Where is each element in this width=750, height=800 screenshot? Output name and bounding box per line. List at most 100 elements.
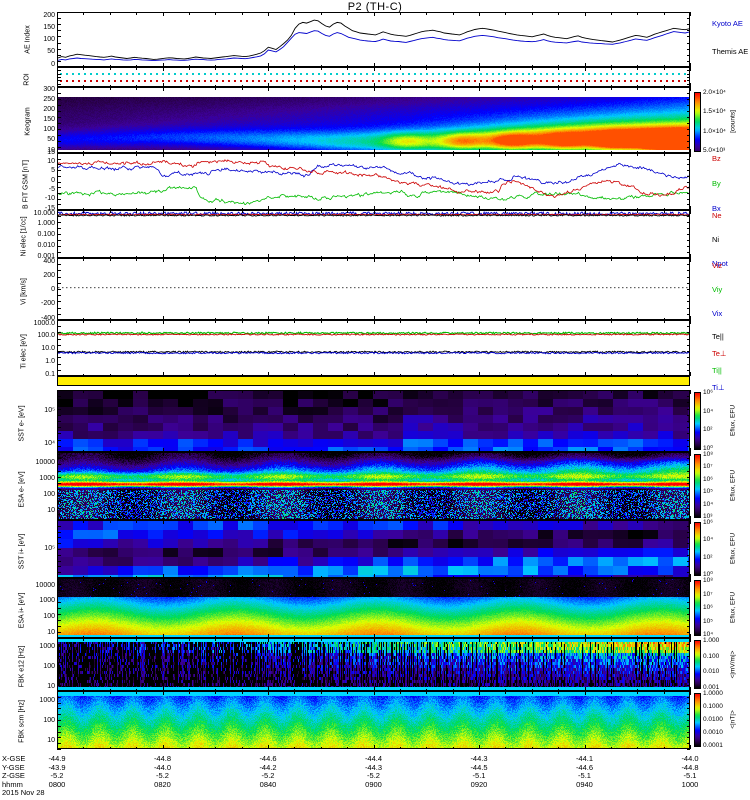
x-tick-mark (690, 149, 691, 153)
y-tick-mark (686, 402, 690, 404)
x-tick-mark (479, 745, 480, 749)
x-tick-mark (426, 150, 428, 153)
x-tick-mark (347, 520, 349, 523)
x-tick-mark (663, 691, 665, 694)
x-tick-mark (188, 87, 190, 90)
legend-npot: Npot (712, 259, 728, 268)
x-tick-mark (531, 691, 533, 694)
x-tick-mark (188, 12, 190, 15)
x-tick-mark (215, 520, 217, 523)
x-tick-mark (584, 206, 586, 210)
x-tick-mark (320, 373, 322, 376)
sst-electron-colorbar-unit: Eflux, EFU (729, 404, 737, 437)
y-tick-mark (686, 649, 690, 651)
x-tick-mark (637, 12, 639, 15)
x-tick-mark (610, 64, 612, 67)
colorbar-tick-label: 10⁴ (703, 407, 714, 415)
y-tick-mark (57, 18, 61, 20)
x-tick-mark (268, 153, 269, 157)
y-tick-mark (686, 369, 690, 371)
x-tick-mark (610, 449, 612, 452)
x-tick-mark (558, 150, 560, 153)
x-tick-mark (584, 520, 586, 524)
y-tick-mark (686, 42, 690, 44)
y-tick-mark (57, 708, 61, 710)
temperature-trace-ti-perp (58, 351, 689, 355)
y-tick-mark (57, 702, 61, 704)
x-tick-mark (479, 320, 480, 324)
x-tick-mark (57, 12, 58, 16)
x-tick-mark (320, 517, 322, 520)
x-tick-mark (610, 207, 612, 210)
x-tick-mark (399, 449, 401, 452)
x-tick-mark (558, 520, 560, 523)
x-tick-mark (57, 452, 58, 456)
y-tick-mark (57, 204, 61, 206)
x-tick-mark (136, 210, 138, 213)
y-tick-mark (686, 638, 690, 639)
axis-value-hhmm: 0900 (365, 779, 382, 789)
axis-date-label: 2015 Nov 28 (2, 788, 45, 798)
y-tick-mark (57, 376, 61, 377)
colorbar-tick-label: 10⁵ (703, 488, 713, 496)
y-tick-mark (57, 258, 61, 259)
y-tick-mark (57, 445, 61, 447)
axis-row-name-y-gse: Y-GSE (2, 762, 25, 772)
density-trace-ni (58, 214, 689, 217)
x-tick-mark (162, 210, 164, 214)
y-tick-mark (57, 99, 61, 100)
x-tick-mark (241, 87, 243, 90)
x-tick-mark (320, 258, 322, 261)
y-tick-label: 200 (43, 11, 55, 19)
x-tick-mark (136, 575, 138, 578)
y-tick-mark (57, 673, 61, 675)
x-tick-mark (373, 153, 375, 157)
x-tick-mark (83, 320, 85, 323)
x-tick-mark (426, 520, 428, 523)
x-tick-mark (637, 578, 639, 581)
x-tick-mark (426, 578, 428, 581)
x-tick-mark (268, 638, 269, 642)
x-tick-mark (690, 574, 691, 578)
x-tick-mark (162, 638, 164, 642)
x-tick-mark (690, 258, 691, 262)
y-tick-mark (57, 338, 61, 340)
x-tick-mark (241, 520, 243, 523)
panel-ae-index (57, 12, 690, 67)
colorbar-tick-label: 10⁶ (703, 389, 713, 396)
y-tick-mark (686, 458, 690, 460)
b-fit-traces (58, 159, 689, 206)
panel-yellow-bar (57, 376, 690, 386)
y-tick-mark (686, 351, 690, 353)
x-tick-mark (479, 67, 480, 71)
colorbar-tick-label: 10² (703, 426, 713, 434)
x-tick-mark (399, 150, 401, 153)
x-tick-mark (347, 258, 349, 261)
x-tick-mark (188, 575, 190, 578)
y-tick-mark (57, 111, 61, 112)
y-tick-mark (686, 141, 690, 142)
y-tick-mark (686, 421, 690, 422)
y-tick-label: 300 (43, 85, 55, 93)
x-tick-mark (505, 517, 507, 520)
x-tick-mark (479, 210, 480, 214)
x-tick-mark (57, 390, 58, 394)
legend-te-: Te|| (712, 332, 724, 341)
x-tick-mark (294, 638, 296, 641)
y-tick-mark (686, 439, 690, 441)
y-tick-mark (686, 338, 690, 340)
x-tick-mark (83, 691, 85, 694)
y-tick-mark (57, 584, 61, 585)
x-tick-mark (162, 87, 164, 91)
y-tick-mark (57, 117, 61, 118)
x-tick-mark (452, 150, 454, 153)
axis-value-x-gse: -44.0 (681, 754, 699, 763)
y-tick-mark (57, 198, 61, 200)
y-tick-mark (57, 661, 61, 663)
axis-row-name-hhmm: hhmm (2, 779, 23, 789)
x-tick-mark (162, 634, 164, 638)
y-tick-mark (57, 270, 61, 272)
x-tick-mark (83, 255, 85, 258)
x-tick-mark (109, 258, 111, 261)
y-tick-mark (57, 24, 61, 26)
